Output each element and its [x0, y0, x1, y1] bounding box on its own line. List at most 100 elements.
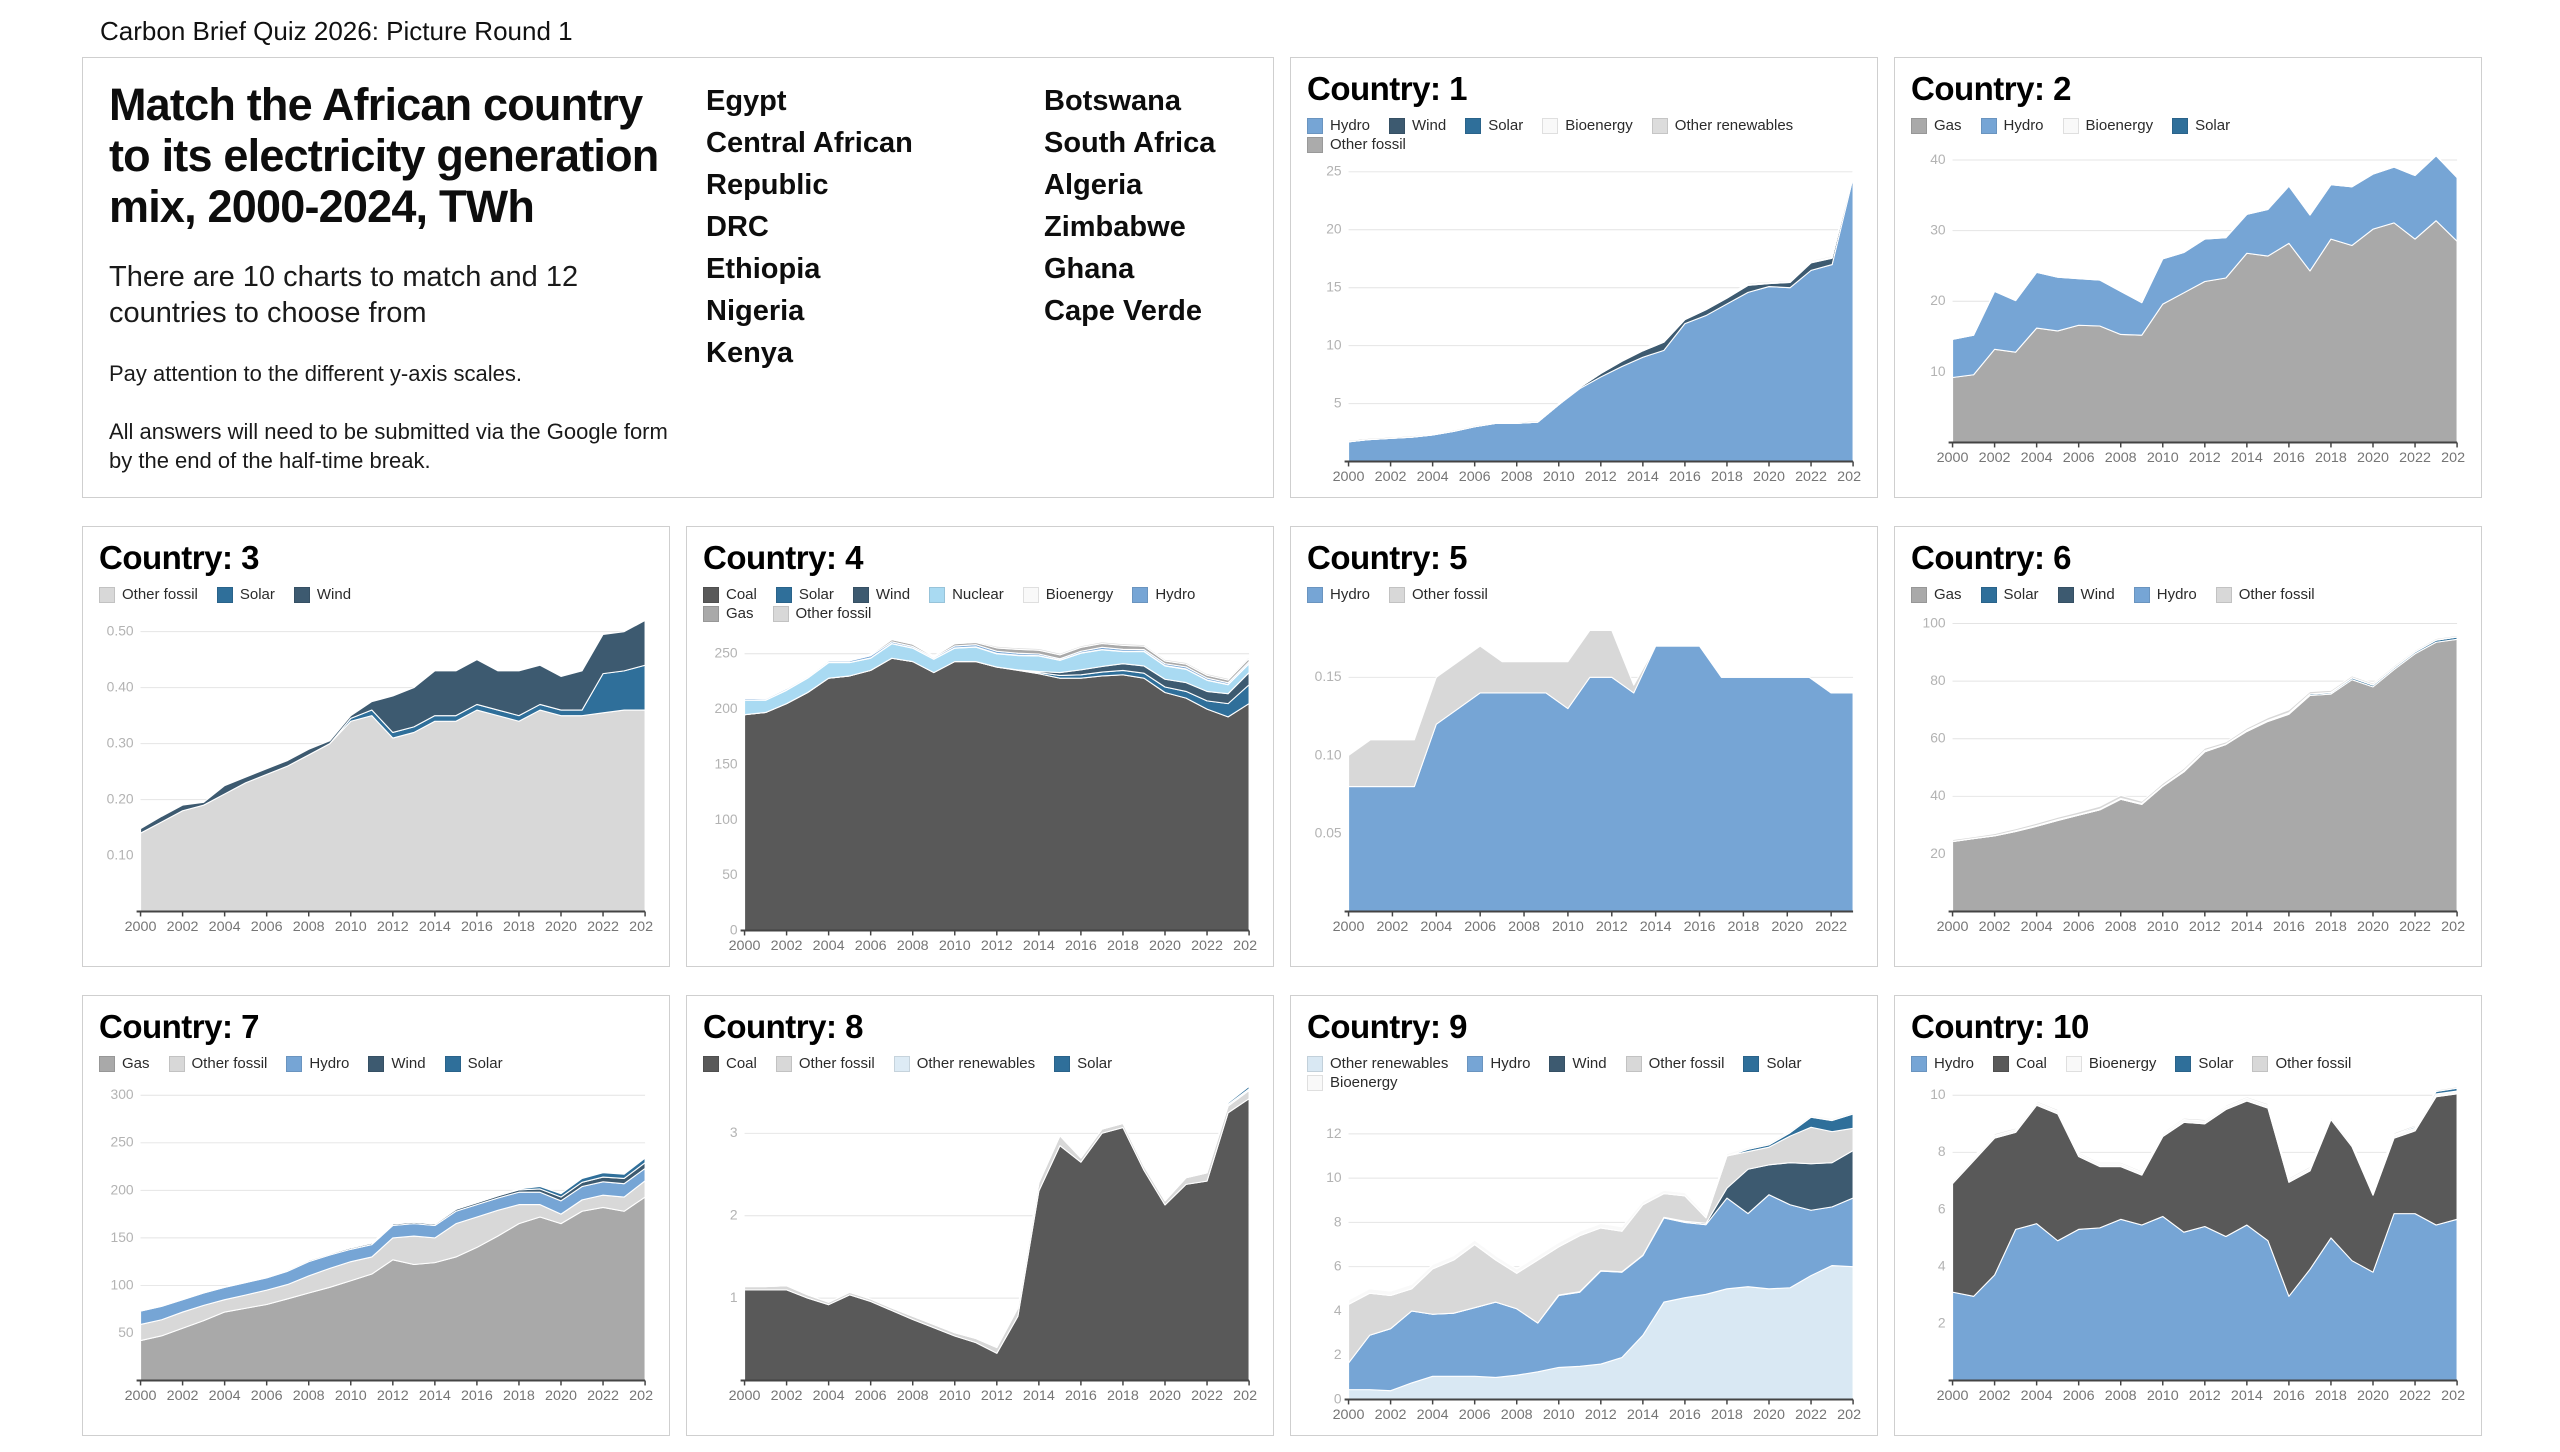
x-axis-tick-label: 2022: [587, 1388, 619, 1404]
x-axis-tick-label: 2024: [2441, 1388, 2465, 1404]
chart-legend: Hydro Other fossil: [1307, 586, 1861, 605]
legend-item: Hydro: [1911, 1055, 1974, 1072]
y-axis-tick-label: 2: [1938, 1315, 1946, 1330]
x-axis-tick-label: 2024: [2441, 450, 2465, 466]
x-axis-tick-label: 2010: [1543, 469, 1575, 485]
x-axis-tick-label: 2004: [813, 938, 845, 954]
legend-label: Other renewables: [916, 1055, 1036, 1072]
x-axis-tick-label: 2014: [2231, 919, 2263, 935]
x-axis-tick-label: 2018: [1711, 469, 1743, 485]
legend-item: Other renewables: [1307, 1055, 1448, 1072]
area-band-bioenergy: [1348, 1111, 1854, 1305]
country-list-column-2: Botswana South Africa Algeria Zimbabwe Ghana…: [1044, 80, 1215, 475]
x-axis-tick-label: 2020: [2357, 450, 2389, 466]
legend-label: Bioenergy: [1565, 117, 1633, 134]
country-option: Egypt: [706, 85, 787, 117]
legend-label: Coal: [726, 1055, 757, 1072]
chart-panel: Country: 1 Hydro Wind Solar Bioenergy Other …: [1290, 57, 1878, 498]
legend-swatch-icon: [216, 586, 233, 603]
legend-swatch-icon: [703, 605, 719, 622]
x-axis-tick-label: 2006: [2063, 450, 2095, 466]
x-axis-tick-label: 2016: [2273, 450, 2305, 466]
legend-item: Solar: [2172, 117, 2230, 134]
legend-item: Hydro: [1307, 586, 1370, 603]
quiz-grid: Match the African country to its electri…: [82, 57, 2560, 1436]
x-axis-tick-label: 2014: [1627, 1407, 1659, 1423]
chart-legend: Gas Hydro Bioenergy Solar: [1911, 117, 2465, 136]
legend-swatch-icon: [1542, 117, 1559, 134]
legend-label: Other renewables: [1674, 117, 1794, 134]
y-axis-tick-label: 0.15: [1315, 669, 1342, 684]
legend-label: Solar: [1766, 1055, 1802, 1072]
x-axis-tick-label: 2004: [1420, 919, 1452, 935]
legend-swatch-icon: [2062, 117, 2079, 134]
x-axis-tick-label: 2012: [981, 938, 1013, 954]
y-axis-tick-label: 60: [1930, 731, 1946, 746]
x-axis-tick-label: 2016: [461, 919, 493, 935]
legend-swatch-icon: [1307, 136, 1323, 153]
y-axis-tick-label: 5: [1334, 396, 1342, 411]
x-axis-tick-label: 2004: [209, 1388, 241, 1404]
legend-swatch-icon: [1465, 117, 1482, 134]
x-axis-tick-label: 2024: [629, 1388, 653, 1404]
x-axis-tick-label: 2018: [2315, 450, 2347, 466]
legend-item: Wind: [2057, 586, 2115, 603]
x-axis-tick-label: 2008: [293, 1388, 325, 1404]
legend-item: Solar: [2175, 1055, 2233, 1072]
chart-title: Country: 8: [703, 1008, 864, 1045]
legend-item: Other fossil: [1625, 1055, 1724, 1072]
y-axis-tick-label: 40: [1930, 152, 1946, 167]
y-axis-tick-label: 25: [1326, 164, 1342, 179]
legend-label: Other fossil: [1412, 586, 1488, 603]
x-axis-tick-label: 2020: [2357, 919, 2389, 935]
country-option: Kenya: [706, 337, 794, 370]
y-axis-tick-label: 10: [1326, 338, 1342, 353]
x-axis-tick-label: 2012: [981, 1388, 1013, 1404]
x-axis-tick-label: 2016: [1669, 469, 1701, 485]
legend-label: Solar: [1077, 1055, 1113, 1072]
legend-swatch-icon: [2065, 1055, 2082, 1072]
y-axis-tick-label: 0.30: [107, 736, 134, 751]
x-axis-tick-label: 2004: [1417, 469, 1449, 485]
legend-swatch-icon: [1467, 1055, 1484, 1072]
chart-title: Country: 4: [703, 539, 864, 576]
chart-panel: Country: 2 Gas Hydro Bioenergy Solar 10 20 30…: [1894, 57, 2482, 498]
legend-swatch-icon: [293, 586, 310, 603]
y-axis-tick-label: 20: [1930, 846, 1946, 861]
x-axis-tick-label: 2006: [1459, 469, 1491, 485]
x-axis-tick-label: 2014: [1627, 469, 1659, 485]
x-axis-tick-label: 2006: [1464, 919, 1496, 935]
page-header: Carbon Brief Quiz 2026: Picture Round 1: [100, 16, 573, 46]
x-axis-tick-label: 2000: [1937, 1388, 1969, 1404]
legend-label: Hydro: [1155, 586, 1196, 603]
area-chart: 0 2 4 6 8 10 12 2000 2002 2004 2006 2008 2010 2012 201…: [1326, 1111, 1861, 1423]
legend-label: Other fossil: [795, 605, 872, 622]
legend-swatch-icon: [168, 1055, 185, 1072]
y-axis-tick-label: 4: [1334, 1303, 1342, 1318]
y-axis-tick-label: 50: [118, 1325, 134, 1340]
x-axis-tick-label: 2008: [1501, 1407, 1533, 1423]
y-axis-tick-label: 0: [1334, 1392, 1342, 1407]
x-axis-tick-label: 2008: [2105, 450, 2137, 466]
legend-label: Solar: [467, 1055, 503, 1072]
legend-swatch-icon: [1743, 1055, 1760, 1072]
legend-swatch-icon: [2215, 586, 2232, 603]
legend-label: Solar: [2198, 1055, 2234, 1072]
legend-item: Other fossil: [772, 605, 872, 622]
x-axis-tick-label: 2004: [2021, 919, 2053, 935]
legend-item: Solar: [1980, 586, 2039, 603]
legend-swatch-icon: [2133, 586, 2150, 603]
legend-swatch-icon: [2175, 1055, 2192, 1072]
area-band-wind: [140, 619, 646, 834]
x-axis-tick-label: 2002: [1375, 469, 1407, 485]
legend-label: Bioenergy: [1330, 1074, 1398, 1091]
y-axis-tick-label: 200: [111, 1182, 134, 1197]
legend-swatch-icon: [1651, 117, 1668, 134]
legend-swatch-icon: [1549, 1055, 1566, 1072]
x-axis-tick-label: 2020: [1771, 919, 1803, 935]
chart-legend: Other renewables Hydro Wind Other fossil Sol…: [1307, 1055, 1861, 1093]
chart-title: Country: 3: [99, 539, 260, 576]
legend-item: Coal: [1993, 1055, 2047, 1072]
quiz-note-submit: All answers will need to be submitted vi…: [109, 418, 668, 474]
x-axis-tick-label: 2018: [1727, 919, 1759, 935]
